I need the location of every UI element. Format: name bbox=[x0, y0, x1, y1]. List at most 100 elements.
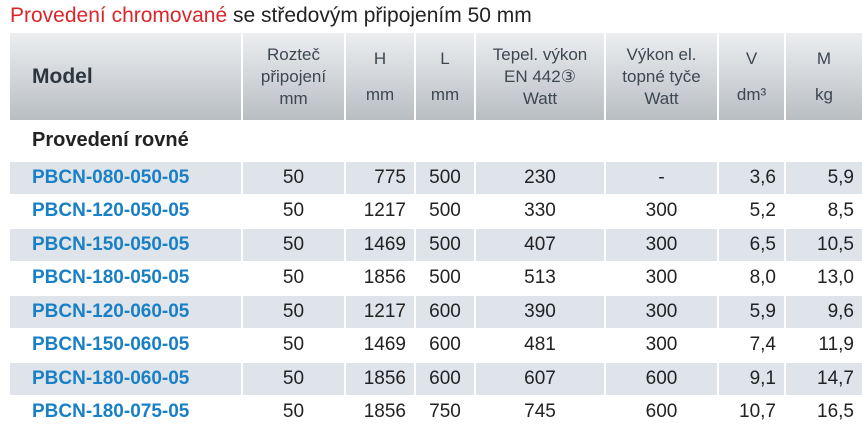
value-cell: 14,7 bbox=[784, 361, 862, 396]
value-cell: 5,2 bbox=[717, 193, 785, 228]
header-cell: Tepel. výkon EN 442③ Watt bbox=[474, 33, 605, 120]
value-cell: 1856 bbox=[344, 394, 415, 428]
header-text: mm bbox=[430, 84, 460, 104]
value-cell: 50 bbox=[241, 394, 345, 428]
value-cell: 50 bbox=[241, 327, 345, 362]
value-cell: 3,6 bbox=[717, 160, 785, 195]
value-cell: 50 bbox=[241, 260, 345, 295]
header-text: mm bbox=[279, 88, 308, 108]
value-cell: - bbox=[604, 160, 718, 195]
value-cell: 50 bbox=[241, 193, 345, 228]
model-cell: PBCN-180-050-05 bbox=[10, 260, 242, 295]
header-text: Watt bbox=[644, 88, 679, 108]
header-text: EN 442③ bbox=[504, 66, 576, 86]
value-cell: 481 bbox=[474, 327, 605, 362]
value-cell: 1217 bbox=[344, 294, 415, 329]
value-cell: 50 bbox=[241, 361, 345, 396]
table-row: PBCN-120-050-05 50 1217 500 330 300 5,2 8,5 bbox=[10, 193, 862, 228]
spacer bbox=[346, 70, 414, 84]
table-row: PBCN-150-050-05 50 1469 500 407 300 6,5 10,5 bbox=[10, 227, 862, 262]
value-cell: 513 bbox=[474, 260, 605, 295]
table-row: PBCN-180-050-05 50 1856 500 513 300 8,0 13,0 bbox=[10, 260, 862, 295]
value-cell: 10,7 bbox=[717, 394, 785, 428]
spacer bbox=[416, 70, 474, 84]
header-text: Výkon el. bbox=[626, 44, 697, 64]
table-row: PBCN-080-050-05 50 775 500 230-3,6 5,9 bbox=[10, 160, 862, 195]
value-cell: 16,5 bbox=[784, 394, 862, 428]
header-text: topné tyče bbox=[622, 66, 701, 86]
value-cell: 775 bbox=[344, 160, 415, 195]
header-text: dm³ bbox=[736, 84, 767, 104]
value-cell: 7,4 bbox=[717, 327, 785, 362]
value-cell: 1856 bbox=[344, 260, 415, 295]
value-cell: 1469 bbox=[344, 227, 415, 262]
header-text: kg bbox=[815, 84, 833, 104]
value-cell: 600 bbox=[604, 394, 718, 428]
model-cell: PBCN-180-060-05 bbox=[10, 361, 242, 396]
spacer bbox=[786, 70, 862, 84]
header-text: Tepel. výkon bbox=[492, 44, 588, 64]
table-row: PBCN-120-060-05 50 1217 600 390 300 5,9 9,6 bbox=[10, 294, 862, 329]
header-text: M bbox=[816, 48, 832, 68]
value-cell: 600 bbox=[414, 327, 475, 362]
value-cell: 8,0 bbox=[717, 260, 785, 295]
value-cell: 300 bbox=[604, 193, 718, 228]
value-cell: 50 bbox=[241, 160, 345, 195]
header-cell: Výkon el. topné tyče Watt bbox=[604, 33, 718, 120]
value-cell: 9,1 bbox=[717, 361, 785, 396]
header-text: L bbox=[440, 48, 450, 68]
value-cell: 407 bbox=[474, 227, 605, 262]
header-text: připojení bbox=[260, 66, 327, 86]
header-cell: Rozteč připojení mm bbox=[241, 33, 345, 120]
model-cell: PBCN-150-060-05 bbox=[10, 327, 242, 362]
value-cell: 745 bbox=[474, 394, 605, 428]
value-cell: 750 bbox=[414, 394, 475, 428]
value-cell: 600 bbox=[604, 361, 718, 396]
header-text: Rozteč bbox=[267, 44, 320, 64]
table-body: Provedení rovné PBCN-080-050-05 50 775 500 23… bbox=[10, 120, 862, 428]
model-cell: PBCN-150-050-05 bbox=[10, 227, 242, 262]
value-cell: 5,9 bbox=[717, 294, 785, 329]
title: Provedení chromované se středovým připoj… bbox=[10, 4, 532, 28]
value-cell: 500 bbox=[414, 160, 475, 195]
section-label: Provedení rovné bbox=[10, 120, 862, 161]
value-cell: 1856 bbox=[344, 361, 415, 396]
value-cell: 600 bbox=[414, 361, 475, 396]
value-cell: 300 bbox=[604, 227, 718, 262]
spacer bbox=[719, 70, 784, 84]
value-cell: 390 bbox=[474, 294, 605, 329]
header-text: H bbox=[373, 48, 387, 68]
value-cell: 9,6 bbox=[784, 294, 862, 329]
value-cell: 600 bbox=[414, 294, 475, 329]
value-cell: 300 bbox=[604, 260, 718, 295]
header-text: Watt bbox=[522, 88, 558, 108]
title-rest: se středovým připojením 50 mm bbox=[232, 4, 532, 27]
table-row: PBCN-180-075-05 50 1856 750 745 600 10,7 16,5 bbox=[10, 394, 862, 428]
header-cell: Model bbox=[10, 33, 242, 120]
value-cell: 11,9 bbox=[784, 327, 862, 362]
title-highlight: Provedení chromované bbox=[10, 4, 228, 27]
model-cell: PBCN-080-050-05 bbox=[10, 160, 242, 195]
value-cell: 300 bbox=[604, 294, 718, 329]
value-cell: 10,5 bbox=[784, 227, 862, 262]
model-cell: PBCN-120-060-05 bbox=[10, 294, 242, 329]
model-cell: PBCN-120-050-05 bbox=[10, 193, 242, 228]
section-row: Provedení rovné bbox=[10, 120, 862, 161]
value-cell: 330 bbox=[474, 193, 605, 228]
value-cell: 230 bbox=[474, 160, 605, 195]
table-row: PBCN-180-060-05 50 1856 600 607 600 9,1 14,7 bbox=[10, 361, 862, 396]
model-cell: PBCN-180-075-05 bbox=[10, 394, 242, 428]
header-text: Model bbox=[32, 64, 93, 88]
value-cell: 300 bbox=[604, 327, 718, 362]
value-cell: 607 bbox=[474, 361, 605, 396]
value-cell: 13,0 bbox=[784, 260, 862, 295]
value-cell: 500 bbox=[414, 193, 475, 228]
value-cell: 8,5 bbox=[784, 193, 862, 228]
